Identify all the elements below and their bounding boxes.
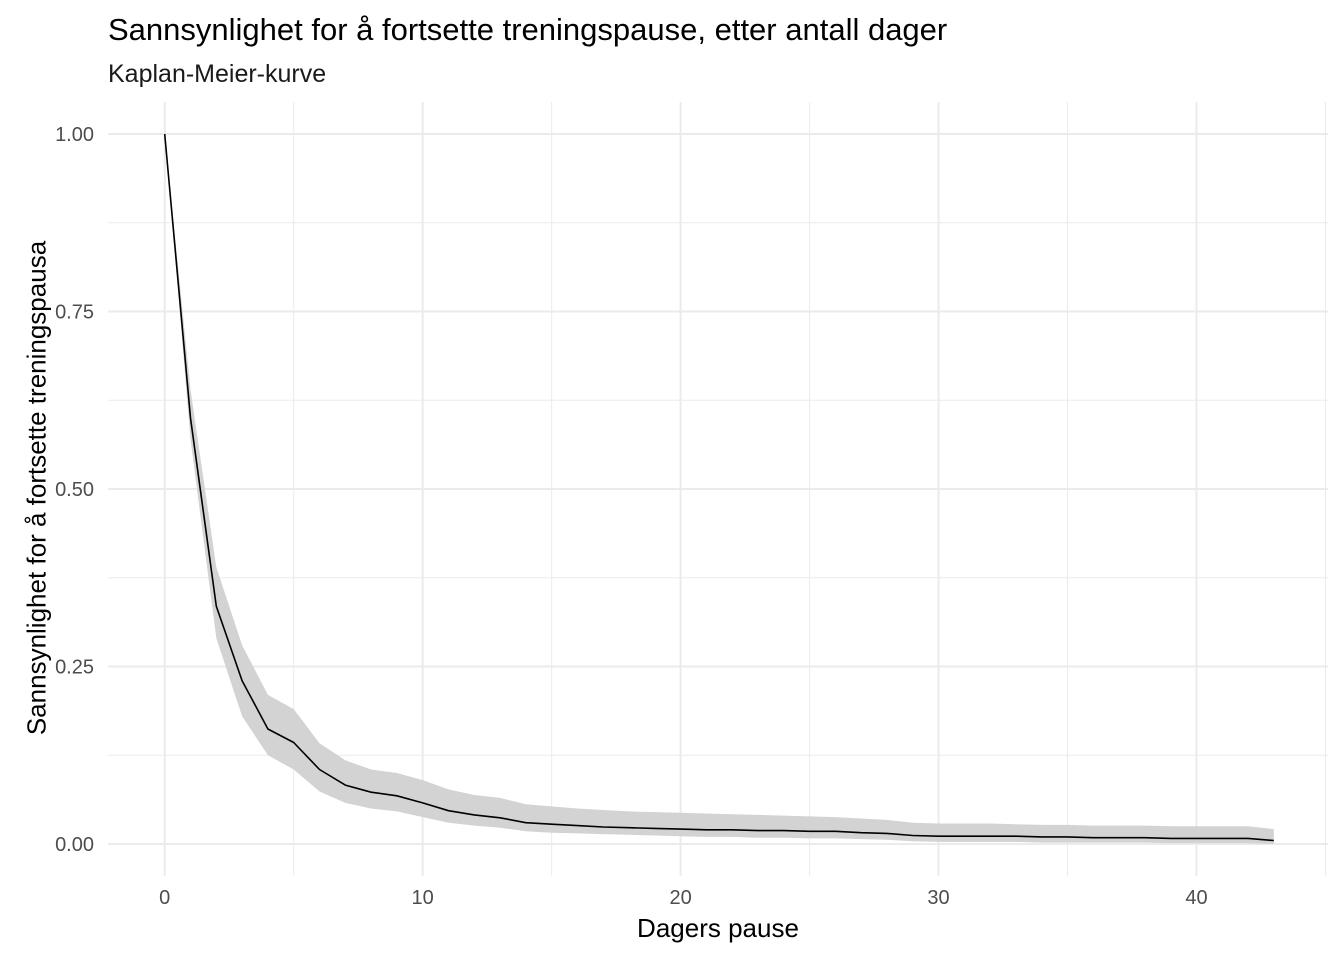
x-axis-label: Dagers pause: [637, 913, 799, 943]
x-tick-label: 20: [669, 887, 691, 909]
x-tick-label: 30: [927, 887, 949, 909]
x-tick-label: 40: [1185, 887, 1207, 909]
survival-curve-line: [163, 133, 1274, 842]
chart-subtitle: Kaplan-Meier-kurve: [108, 60, 327, 88]
x-tick-label: 0: [159, 887, 170, 909]
y-tick-label: 1.00: [55, 124, 94, 146]
y-tick-label: 0.25: [55, 657, 94, 679]
y-tick-label: 0.50: [55, 479, 94, 501]
y-tick-label: 0.75: [55, 301, 94, 323]
chart-title: Sannsynlighet for å fortsette treningspa…: [108, 12, 948, 47]
x-tick-label: 10: [412, 887, 434, 909]
y-tick-label: 0.00: [55, 834, 94, 856]
y-axis-label: Sannsynlighet for å fortsette treningspa…: [21, 240, 52, 736]
